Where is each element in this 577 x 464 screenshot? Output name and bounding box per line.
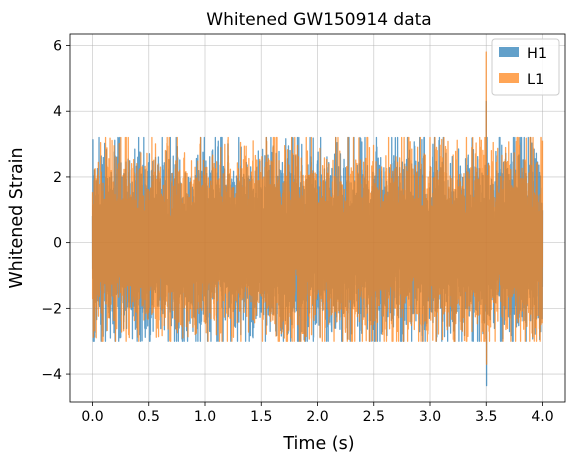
series-layer xyxy=(91,51,544,387)
y-tick-label: −2 xyxy=(41,301,62,317)
legend: H1 L1 xyxy=(491,38,560,96)
legend-label-h1: H1 xyxy=(527,46,547,62)
legend-swatch-l1 xyxy=(499,73,519,83)
x-tick-label: 1.0 xyxy=(194,409,216,425)
y-tick-label: 6 xyxy=(53,39,62,55)
x-tick-label: 2.0 xyxy=(306,409,328,425)
x-tick-label: 2.5 xyxy=(363,409,385,425)
y-tick-label: −4 xyxy=(41,367,62,383)
x-tick-label: 0.5 xyxy=(138,409,160,425)
x-tick-label: 3.0 xyxy=(419,409,441,425)
legend-label-l1: L1 xyxy=(527,72,544,88)
x-axis-label: Time (s) xyxy=(282,434,354,454)
legend-swatch-h1 xyxy=(499,47,519,57)
x-tick-label: 3.5 xyxy=(475,409,497,425)
y-tick-label: 0 xyxy=(53,236,62,252)
y-tick-label: 2 xyxy=(53,170,62,186)
y-tick-label: 4 xyxy=(53,104,62,120)
y-axis-label: Whitened Strain xyxy=(7,147,27,288)
x-tick-label: 0.0 xyxy=(81,409,103,425)
x-axis: 0.0 0.5 1.0 1.5 2.0 2.5 3.0 3.5 4.0 xyxy=(81,402,554,425)
x-tick-label: 4.0 xyxy=(531,409,553,425)
series-line-l1 xyxy=(91,51,544,365)
y-axis: −4 −2 0 2 4 6 xyxy=(41,39,70,383)
x-tick-label: 1.5 xyxy=(250,409,272,425)
chart-title: Whitened GW150914 data xyxy=(206,10,431,30)
